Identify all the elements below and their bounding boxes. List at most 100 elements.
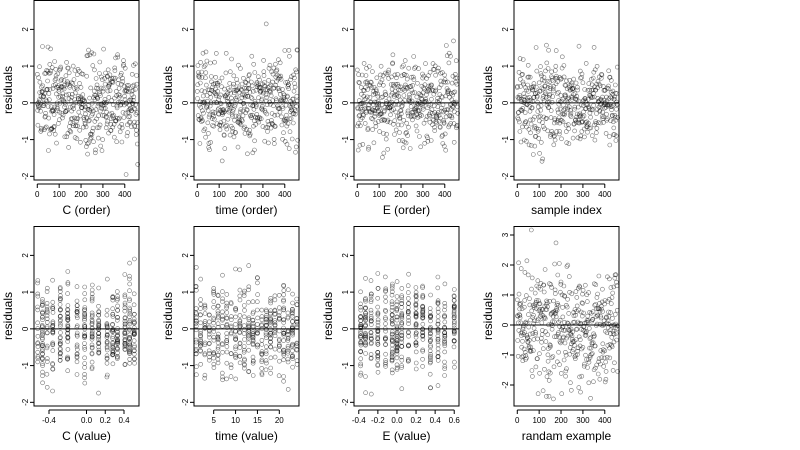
data-point [537,307,543,312]
data-point [544,394,549,399]
data-point [413,305,419,311]
data-point [579,300,585,306]
data-point [451,322,457,328]
data-point [575,104,581,110]
data-point [237,297,243,303]
data-point [591,334,597,340]
data-point [195,63,201,68]
x-tick-label: 100 [212,190,226,199]
data-point [363,322,368,328]
data-point [224,126,230,132]
data-point [608,310,613,315]
data-point [429,96,434,102]
data-point [65,269,71,274]
data-point [44,316,50,322]
data-point [244,85,249,91]
data-point [525,82,530,88]
data-point [358,301,363,307]
data-point [374,75,380,81]
data-point [411,54,417,59]
data-point [120,110,126,115]
x-tick-label: -0.4 [42,416,56,425]
data-point [268,365,274,371]
data-point [127,296,132,302]
data-point [62,83,67,88]
x-tick-label: 0.4 [118,416,130,425]
data-point [411,77,417,82]
y-tick-label: 1 [341,289,350,294]
data-point [399,103,405,108]
data-point [523,319,529,325]
data-point [224,325,230,330]
data-point [35,101,40,106]
data-point [89,342,95,348]
data-point [436,113,442,118]
data-point [553,240,559,246]
data-point [295,137,301,143]
data-point [233,355,238,361]
data-point [604,354,610,360]
data-point [442,349,448,355]
data-point [368,391,374,397]
data-point [590,309,596,315]
data-point [292,111,298,117]
y-axis-title: residuals [481,292,495,340]
data-point [442,131,448,137]
data-point [89,291,95,297]
data-point [427,113,432,119]
data-point [610,119,616,125]
data-point [233,334,238,340]
data-point [530,87,535,92]
data-point [104,345,110,351]
data-point [202,62,208,68]
data-point [211,290,216,295]
data-point [389,305,395,310]
data-point [206,332,212,337]
data-point [535,391,541,397]
data-point [575,348,581,354]
data-point [417,134,422,139]
data-point [242,288,247,294]
data-point [89,366,95,372]
data-point [283,112,289,118]
data-point [193,346,199,352]
data-point [211,123,216,129]
data-point [198,338,204,344]
data-point [219,84,224,89]
data-point [427,306,433,311]
data-point [535,336,540,342]
y-tick-label: -1 [21,361,30,369]
data-point [564,366,569,372]
data-point [600,109,605,115]
data-point [284,123,290,129]
data-point [220,370,225,376]
data-point [53,67,59,72]
data-point [281,347,286,353]
data-point [453,99,459,105]
data-point [375,350,381,355]
data-point [368,341,374,347]
data-point [231,73,237,79]
data-point [255,321,260,327]
data-point [543,339,549,344]
data-point [603,376,609,382]
data-point [592,67,598,73]
data-point [566,141,572,146]
data-point [431,103,437,109]
data-point [358,363,363,369]
data-point [383,328,388,334]
data-point [518,266,524,271]
x-tick-label: 20 [275,416,284,425]
data-point [127,356,132,362]
data-point [529,105,535,111]
data-point [69,95,75,100]
x-tick-label: 0 [35,190,40,199]
data-point [268,339,273,345]
data-point [115,54,121,60]
y-axis-title: residuals [1,66,15,114]
data-point [220,309,225,315]
data-point [534,298,539,303]
data-point [363,336,368,342]
data-point [104,344,110,349]
data-point [559,54,565,60]
